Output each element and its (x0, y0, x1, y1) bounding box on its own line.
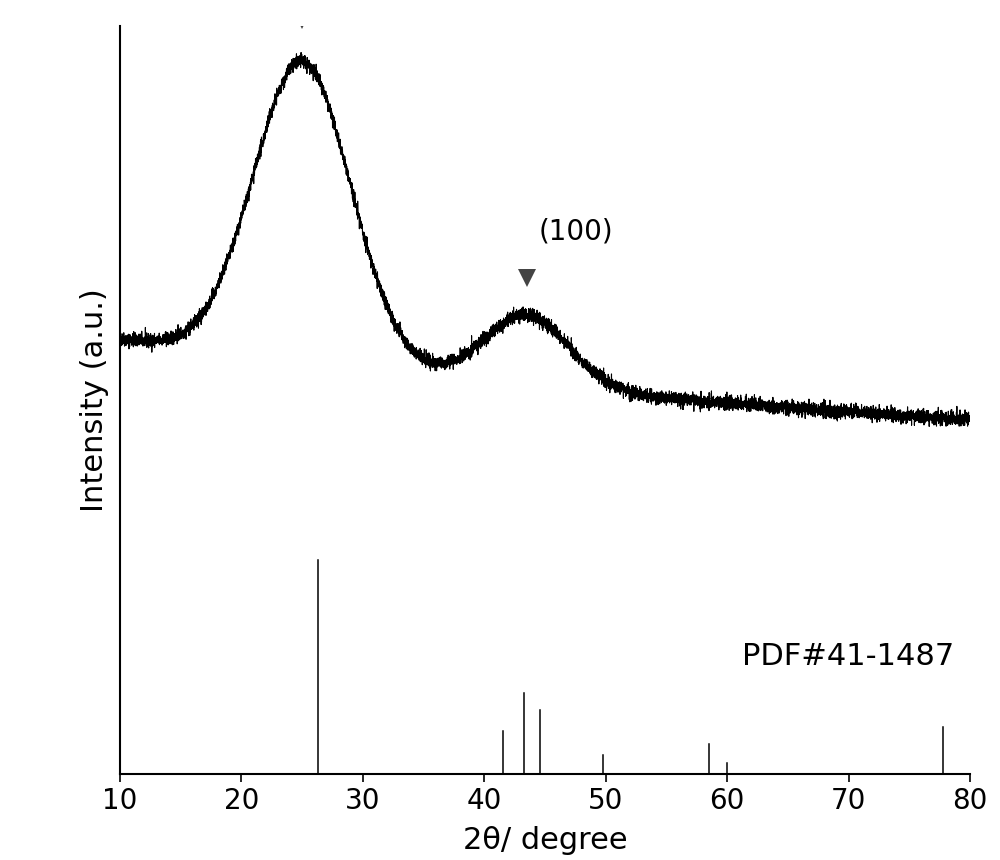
Text: (100): (100) (539, 218, 614, 246)
Text: PDF#41-1487: PDF#41-1487 (742, 642, 955, 671)
Y-axis label: Intensity (a.u.): Intensity (a.u.) (80, 288, 109, 512)
X-axis label: 2θ/ degree: 2θ/ degree (463, 826, 627, 856)
